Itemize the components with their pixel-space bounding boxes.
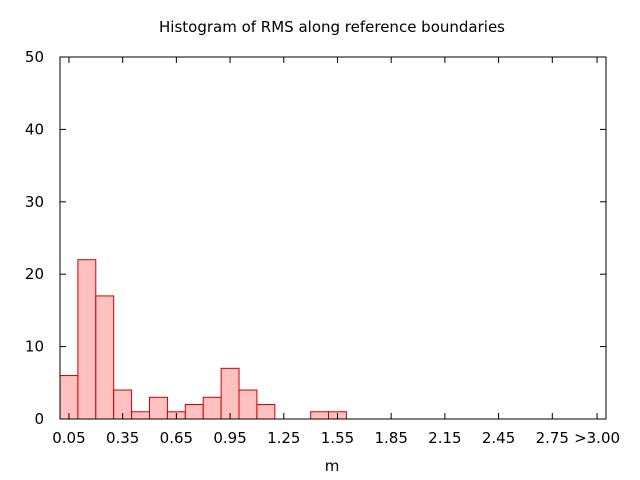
histogram-bar [238,389,258,420]
x-tick-label: 1.85 [374,429,407,447]
x-tick-label: 2.15 [428,429,461,447]
y-tick-label: 0 [34,410,44,428]
histogram-bar [77,259,97,420]
y-tick-label: 30 [25,193,44,211]
chart-title: Histogram of RMS along reference boundar… [159,18,505,36]
histogram-bar [202,396,222,420]
x-tick-label: 0.65 [160,429,193,447]
x-tick-label: 2.75 [536,429,569,447]
y-axis: 0 10 20 30 40 50 [25,48,606,428]
histogram-bar [95,295,115,420]
histogram-bar [184,404,204,420]
histogram-bar [310,411,330,420]
x-tick-label: 0.95 [213,429,246,447]
y-tick-label: 10 [25,338,44,356]
x-axis: 0.05 0.35 0.65 0.95 1.25 1.55 1.85 2.15 2.45 2.75… [52,57,620,447]
histogram-bar [131,411,151,420]
histogram-bar [59,375,79,420]
x-tick-label: 1.55 [321,429,354,447]
x-tick-label: 1.25 [267,429,300,447]
x-axis-label: m [325,457,340,475]
x-tick-label: >3.00 [574,429,620,447]
x-tick-label: 2.45 [482,429,515,447]
histogram-bar [220,367,240,420]
histogram-bar [256,404,276,420]
x-tick-label: 0.05 [52,429,85,447]
bars-group [59,259,347,420]
y-tick-label: 20 [25,265,44,283]
y-tick-label: 50 [25,48,44,66]
histogram-bar [149,396,168,420]
plot-frame [59,56,607,420]
x-tick-label: 0.35 [106,429,139,447]
y-tick-label: 40 [25,120,44,138]
